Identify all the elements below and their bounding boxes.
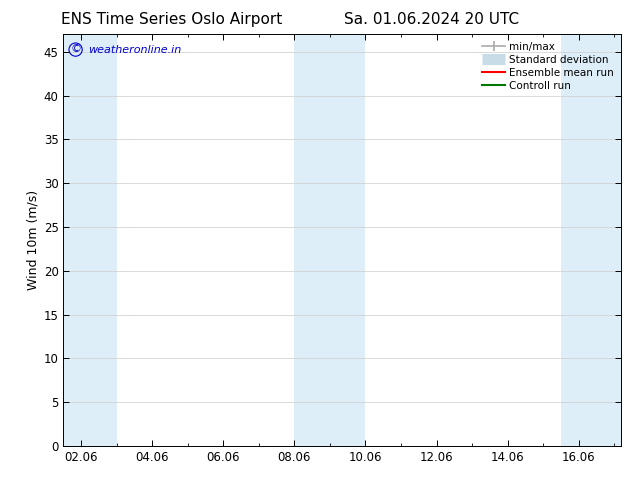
- Text: weatheronline.in: weatheronline.in: [89, 45, 182, 54]
- Legend: min/max, Standard deviation, Ensemble mean run, Controll run: min/max, Standard deviation, Ensemble me…: [480, 40, 616, 93]
- Text: Sa. 01.06.2024 20 UTC: Sa. 01.06.2024 20 UTC: [344, 12, 519, 27]
- Text: ©: ©: [70, 45, 81, 54]
- Y-axis label: Wind 10m (m/s): Wind 10m (m/s): [27, 190, 39, 290]
- Bar: [63, 34, 117, 446]
- Bar: [294, 34, 365, 446]
- Bar: [561, 34, 621, 446]
- Text: ENS Time Series Oslo Airport: ENS Time Series Oslo Airport: [61, 12, 281, 27]
